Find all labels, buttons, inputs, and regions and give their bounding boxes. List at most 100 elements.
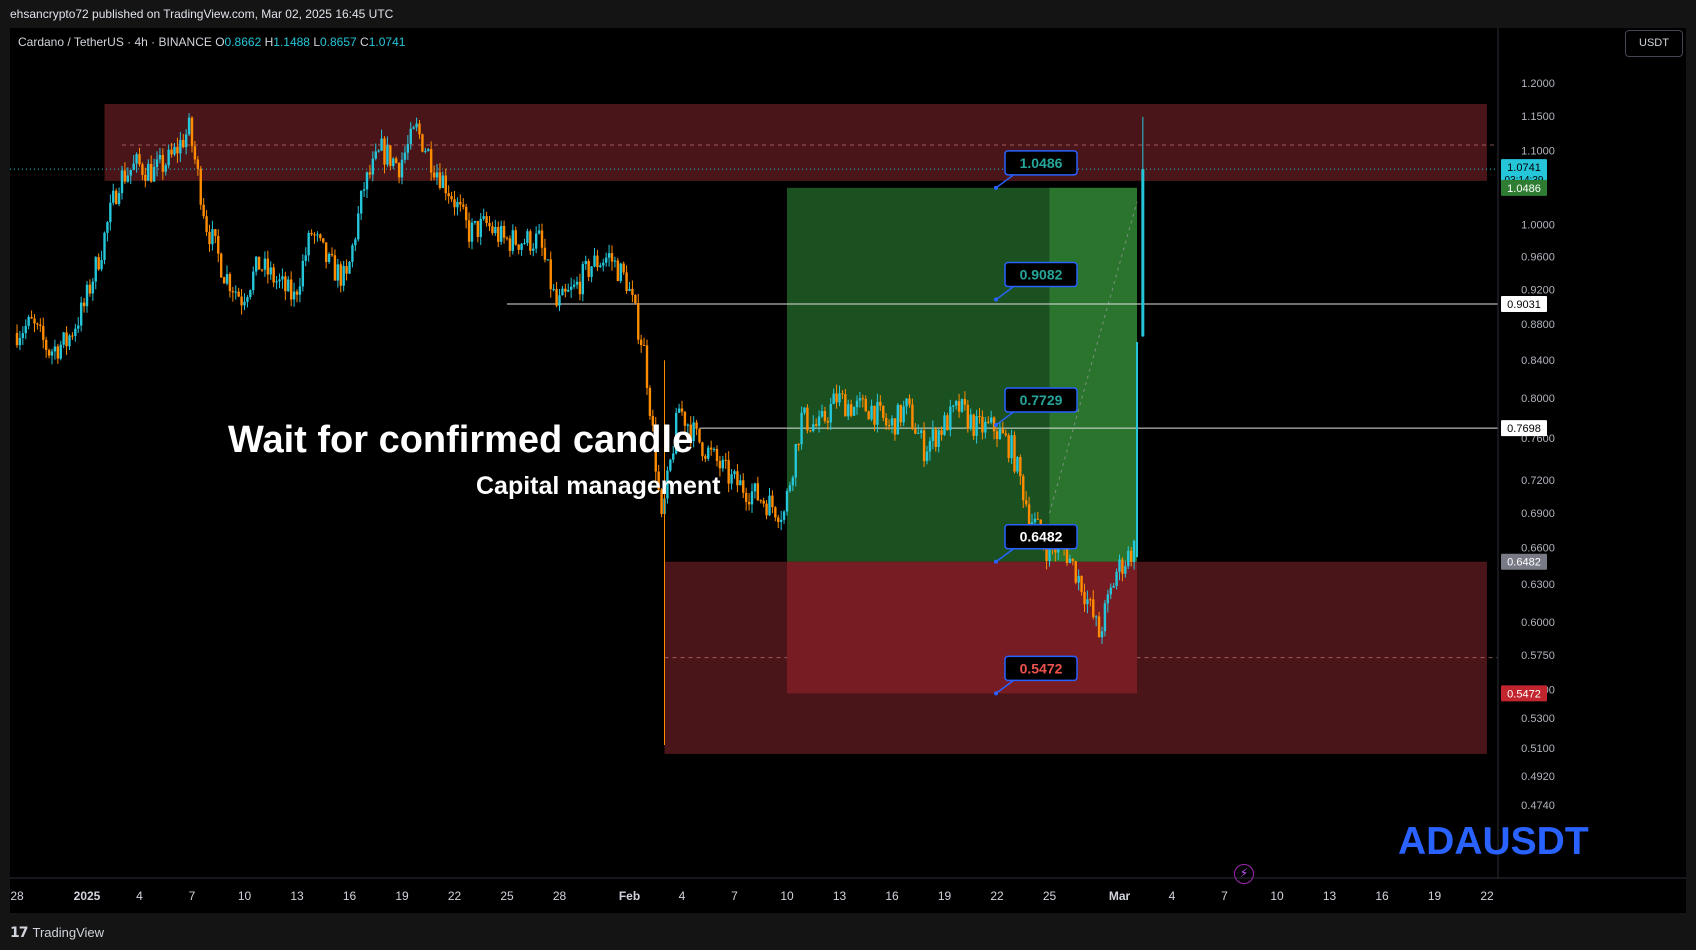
price-tick-label: 0.6900 — [1521, 508, 1555, 520]
time-axis[interactable] — [10, 878, 1686, 913]
candle-body — [1024, 500, 1028, 505]
chart-pane[interactable]: 1.0486 0.9082 0.7729 0.6482 0.5472 1.2000 1.15… — [10, 28, 1686, 913]
candle-body — [552, 289, 555, 291]
candle-body — [126, 175, 130, 182]
candle-body — [351, 245, 354, 262]
published-line: ehsancrypto72 published on TradingView.c… — [10, 7, 394, 21]
candle-body — [161, 155, 165, 172]
candle-body — [1103, 603, 1107, 632]
candle-body — [660, 489, 663, 514]
price-tick-label: 0.6600 — [1521, 543, 1555, 555]
symbol-title[interactable]: Cardano / TetherUS · 4h · BINANCE — [18, 35, 212, 49]
callout-box[interactable] — [1004, 150, 1078, 176]
candle-body — [155, 159, 159, 168]
candle-body — [418, 123, 421, 135]
candle-body — [520, 243, 523, 250]
candle-body — [365, 172, 369, 190]
candle-body — [756, 483, 760, 501]
candle-body — [989, 417, 993, 423]
position-loss-zone[interactable] — [787, 561, 1137, 694]
candle-body — [747, 501, 751, 505]
candle-body — [972, 414, 975, 436]
callout-box[interactable] — [1004, 655, 1078, 682]
candle-body — [1045, 545, 1048, 562]
candle-body — [841, 393, 844, 395]
candle-body — [476, 221, 480, 237]
candle-body — [672, 453, 675, 460]
candle-body — [543, 247, 547, 260]
candle-body — [120, 170, 124, 194]
zone-supply — [104, 104, 1487, 181]
candle-body — [1094, 616, 1098, 618]
candle-body — [1121, 559, 1124, 574]
candle-body — [1071, 558, 1075, 562]
currency-button[interactable]: USDT — [1625, 30, 1683, 57]
callout-box[interactable] — [1004, 261, 1078, 288]
candle-body — [123, 170, 127, 182]
candle-body — [310, 232, 313, 235]
candle-body — [1097, 616, 1101, 638]
candle-body — [77, 325, 80, 329]
price-tick-label: 0.8000 — [1521, 393, 1555, 405]
candle-body — [33, 318, 36, 324]
chart-canvas[interactable]: 1.0486 0.9082 0.7729 0.6482 0.5472 1.2000 1.15… — [10, 28, 1686, 913]
time-tick-label: 22 — [990, 889, 1004, 903]
candle-body — [397, 163, 401, 178]
callout-pointer — [995, 284, 1016, 301]
candle-body — [908, 398, 911, 405]
price-tick-label: 0.5750 — [1521, 650, 1555, 662]
candle-body — [648, 387, 652, 416]
price-axis-label — [1501, 295, 1547, 312]
candle-body — [809, 430, 812, 432]
candle-body — [1083, 591, 1086, 605]
candle-body — [680, 408, 684, 412]
candle-body — [829, 404, 832, 423]
candle-body — [319, 234, 322, 239]
candle-body — [1068, 558, 1072, 563]
candle-body — [68, 335, 71, 347]
symbol-legend[interactable]: Cardano / TetherUS · 4h · BINANCE O0.866… — [18, 35, 405, 49]
candle-body — [517, 244, 520, 250]
callout-box[interactable] — [1004, 523, 1078, 550]
candle-body — [934, 429, 937, 447]
candle-body — [333, 255, 337, 281]
candle-body — [386, 145, 389, 165]
annotation-main-text: Wait for confirmed candle — [228, 419, 694, 461]
lightning-icon[interactable]: ⚡ — [1234, 864, 1254, 884]
candle-body — [890, 418, 894, 426]
candle-body — [36, 323, 39, 325]
candle-body — [602, 262, 605, 266]
candle-body — [56, 346, 60, 359]
callout-label: 0.6482 — [1020, 529, 1063, 545]
candle-body — [919, 430, 923, 433]
candle-body — [914, 429, 917, 434]
callout-box[interactable] — [1004, 387, 1078, 413]
candle-body — [138, 154, 141, 165]
candle-body — [281, 276, 284, 280]
candle-body — [322, 238, 325, 243]
callout-pointer — [995, 547, 1016, 563]
candle-body — [619, 263, 622, 281]
position-path-line — [1049, 201, 1138, 514]
candle-body — [1007, 435, 1010, 459]
candle-body — [368, 172, 372, 175]
candle-body — [88, 284, 92, 294]
price-tick-label: 1.1000 — [1521, 146, 1555, 158]
candle-body — [470, 222, 474, 242]
candle-body — [453, 199, 456, 208]
price-axis-label — [1501, 553, 1547, 570]
candle-body — [97, 257, 100, 270]
candle-body — [654, 425, 657, 472]
candle-body — [114, 190, 118, 204]
candle-body — [529, 231, 532, 251]
candle-body — [788, 485, 792, 491]
callout-pointer — [995, 410, 1016, 426]
candle-body — [1132, 540, 1136, 562]
candle-body — [587, 260, 590, 277]
tradingview-logo[interactable]: 𝟭𝟳 TradingView — [10, 924, 104, 941]
candle-body — [231, 291, 235, 293]
candle-body — [928, 440, 932, 452]
candle-body — [730, 474, 733, 484]
candle-body — [581, 264, 585, 295]
candle-body — [987, 421, 990, 423]
